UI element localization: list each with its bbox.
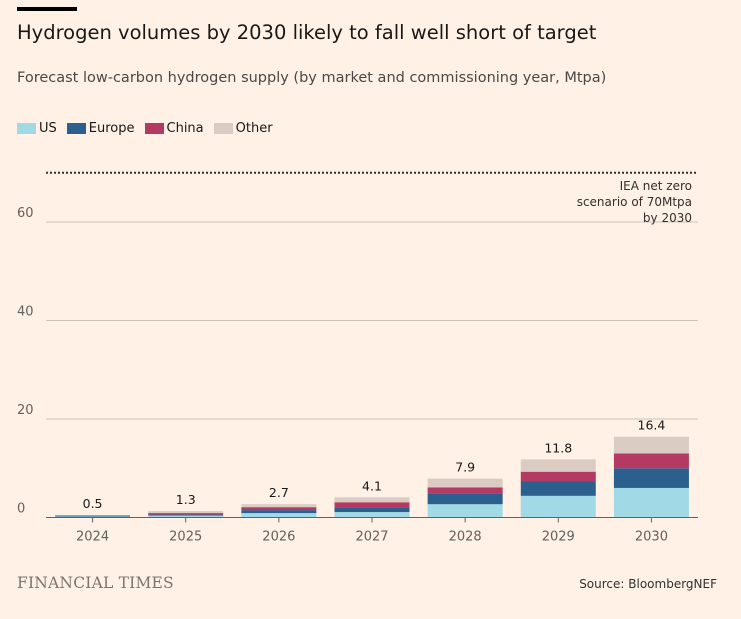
reference-annotation-line-2: scenario of 70Mtpa	[577, 195, 692, 209]
bar-segment-other-2029	[520, 459, 596, 472]
top-rule	[17, 7, 77, 11]
total-label-2025: 1.3	[176, 492, 196, 507]
bar-segment-us-2027	[334, 512, 410, 518]
bar-segment-other-2030	[613, 436, 689, 454]
bar-segment-us-2029	[520, 495, 596, 518]
legend-label-other: Other	[235, 121, 273, 136]
chart-title: Hydrogen volumes by 2030 likely to fall …	[17, 21, 597, 44]
total-label-2030: 16.4	[638, 418, 666, 433]
legend-swatch-europe	[66, 123, 86, 134]
x-tick-label-2027: 2027	[355, 530, 388, 545]
bar-segment-europe-2027	[334, 507, 410, 513]
bar-segment-europe-2028	[427, 493, 503, 505]
legend-label-china: China	[166, 121, 204, 136]
x-tick-label-2024: 2024	[76, 530, 109, 545]
bar-segment-europe-2026	[241, 510, 317, 514]
bar-segment-europe-2029	[520, 481, 596, 496]
reference-annotation-line-3: by 2030	[643, 211, 692, 225]
x-tick-label-2030: 2030	[635, 530, 668, 545]
y-tick-label-60: 60	[17, 206, 34, 221]
legend-item-europe: Europe	[66, 121, 135, 136]
y-tick-label-0: 0	[17, 502, 25, 517]
bar-segment-other-2025	[148, 511, 224, 514]
x-tick-label-2026: 2026	[262, 530, 295, 545]
legend-swatch-china	[144, 123, 164, 134]
x-tick-label-2028: 2028	[449, 530, 482, 545]
bar-segment-europe-2025	[148, 514, 224, 516]
total-label-2027: 4.1	[362, 478, 382, 493]
bar-segment-china-2029	[520, 471, 596, 482]
bar-segment-china-2026	[241, 507, 317, 511]
legend: US Europe China Other	[17, 121, 283, 136]
x-tick-label-2029: 2029	[542, 530, 575, 545]
reference-annotation-line-1: IEA net zero	[620, 179, 692, 193]
y-tick-label-20: 20	[17, 403, 34, 418]
chart-subtitle: Forecast low-carbon hydrogen supply (by …	[17, 70, 607, 86]
bar-segment-china-2030	[613, 453, 689, 469]
total-label-2029: 11.8	[544, 440, 572, 455]
total-label-2024: 0.5	[83, 496, 103, 511]
bar-segment-other-2028	[427, 478, 503, 488]
legend-item-other: Other	[213, 121, 273, 136]
legend-item-us: US	[17, 121, 57, 136]
bar-segment-us-2028	[427, 504, 503, 518]
legend-item-china: China	[144, 121, 204, 136]
source-note: Source: BloombergNEF	[579, 577, 717, 591]
y-tick-label-40: 40	[17, 305, 34, 320]
bar-segment-china-2028	[427, 487, 503, 494]
total-label-2028: 7.9	[455, 460, 475, 475]
bar-segment-other-2027	[334, 497, 410, 503]
bar-segment-china-2027	[334, 502, 410, 508]
legend-label-europe: Europe	[88, 121, 135, 136]
bar-segment-us-2026	[241, 513, 317, 518]
total-label-2026: 2.7	[269, 485, 289, 500]
legend-label-us: US	[39, 121, 57, 136]
legend-swatch-us	[17, 123, 36, 134]
bar-segment-us-2025	[148, 515, 224, 518]
legend-swatch-other	[213, 123, 233, 134]
stacked-bar-chart: 0 20 40 60 IEA net zero scenario of 70Mtpa by …	[17, 171, 698, 545]
x-tick-label-2025: 2025	[169, 530, 202, 545]
bar-segment-china-2025	[148, 513, 224, 515]
bar-segment-us-2030	[613, 487, 689, 518]
bar-segment-europe-2030	[613, 468, 689, 488]
ft-logo: FINANCIAL TIMES	[17, 574, 174, 592]
bar-segment-other-2026	[241, 504, 317, 508]
